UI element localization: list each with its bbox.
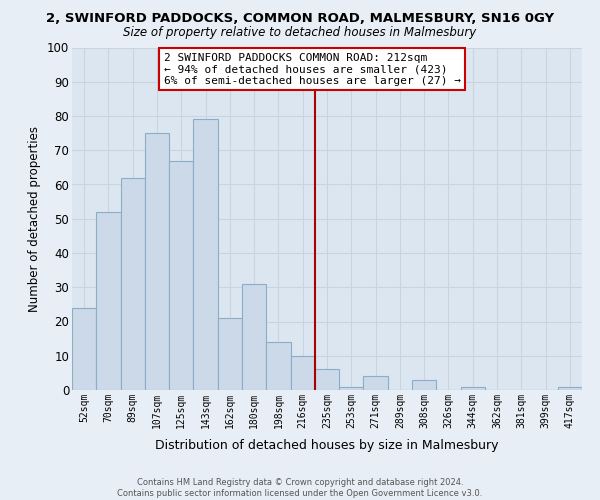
- Bar: [364, 376, 388, 390]
- Bar: [96, 212, 121, 390]
- Bar: [461, 386, 485, 390]
- Bar: [218, 318, 242, 390]
- Bar: [242, 284, 266, 390]
- Bar: [121, 178, 145, 390]
- Y-axis label: Number of detached properties: Number of detached properties: [28, 126, 41, 312]
- Bar: [339, 386, 364, 390]
- Bar: [558, 386, 582, 390]
- Bar: [72, 308, 96, 390]
- Text: Size of property relative to detached houses in Malmesbury: Size of property relative to detached ho…: [124, 26, 476, 39]
- Bar: [412, 380, 436, 390]
- Bar: [145, 133, 169, 390]
- Bar: [266, 342, 290, 390]
- Text: 2, SWINFORD PADDOCKS, COMMON ROAD, MALMESBURY, SN16 0GY: 2, SWINFORD PADDOCKS, COMMON ROAD, MALME…: [46, 12, 554, 26]
- Bar: [169, 160, 193, 390]
- Text: Contains HM Land Registry data © Crown copyright and database right 2024.
Contai: Contains HM Land Registry data © Crown c…: [118, 478, 482, 498]
- Bar: [315, 370, 339, 390]
- X-axis label: Distribution of detached houses by size in Malmesbury: Distribution of detached houses by size …: [155, 439, 499, 452]
- Bar: [193, 120, 218, 390]
- Bar: [290, 356, 315, 390]
- Text: 2 SWINFORD PADDOCKS COMMON ROAD: 212sqm
← 94% of detached houses are smaller (42: 2 SWINFORD PADDOCKS COMMON ROAD: 212sqm …: [164, 52, 461, 86]
